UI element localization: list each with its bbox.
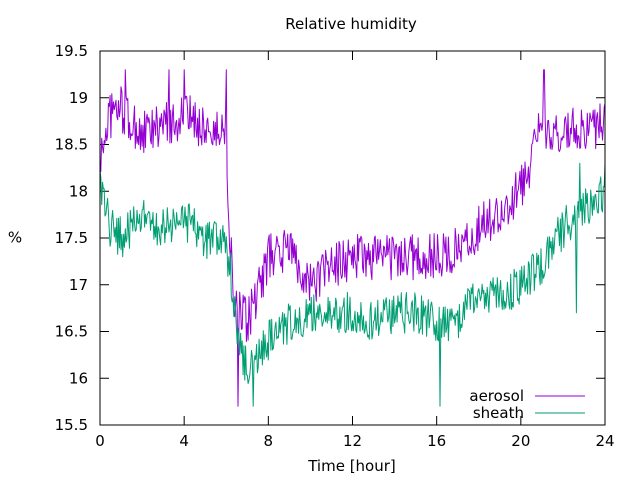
- axis-ticks: 15.5 16 16.5 17 17.5 18 18.5 19 19.5 0 4 8 12 16 20 24: [55, 42, 615, 450]
- chart-title: Relative humidity: [285, 15, 417, 33]
- y-tick-label: 18: [69, 182, 88, 200]
- series-line-aerosol: [99, 69, 606, 407]
- y-tick-label: 15.5: [55, 416, 88, 434]
- x-tick-label: 4: [179, 432, 189, 450]
- y-tick-label: 16.5: [55, 323, 88, 341]
- x-tick-label: 16: [427, 432, 446, 450]
- y-tick-label: 17: [69, 276, 88, 294]
- y-axis-title: %: [8, 229, 22, 247]
- series-line-sheath: [99, 162, 606, 407]
- x-axis-title: Time [hour]: [307, 457, 396, 475]
- x-tick-label: 20: [511, 432, 530, 450]
- y-tick-label: 19: [69, 89, 88, 107]
- y-tick-label: 19.5: [55, 42, 88, 60]
- x-tick-label: 24: [595, 432, 614, 450]
- x-tick-label: 0: [95, 432, 105, 450]
- y-tick-label: 16: [69, 369, 88, 387]
- x-tick-label: 8: [264, 432, 274, 450]
- y-tick-label: 18.5: [55, 136, 88, 154]
- x-tick-label: 12: [343, 432, 362, 450]
- y-tick-label: 17.5: [55, 229, 88, 247]
- plot-frame: [99, 50, 606, 426]
- legend-label: sheath: [473, 404, 524, 422]
- legend-label: aerosol: [469, 387, 524, 405]
- series-layer: [99, 69, 606, 407]
